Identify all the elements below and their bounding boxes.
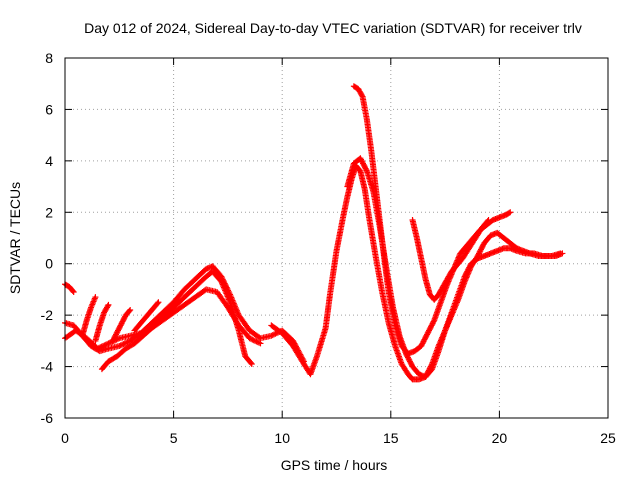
data-point (114, 335, 121, 342)
data-point (102, 341, 109, 348)
series-track-i (268, 163, 566, 383)
data-point (95, 344, 102, 351)
data-point (97, 344, 104, 351)
chart-title: Day 012 of 2024, Sidereal Day-to-day VTE… (84, 20, 582, 36)
data-point (105, 340, 112, 347)
data-point (92, 294, 99, 301)
series-track-f (92, 301, 112, 344)
data-point (506, 209, 513, 216)
data-point (247, 359, 254, 366)
data-point (257, 340, 264, 347)
data-point (358, 92, 365, 99)
series-track-h (131, 299, 162, 334)
y-tick-label: 8 (45, 50, 53, 66)
plot-area (62, 83, 566, 383)
data-point (127, 307, 134, 313)
series-track-c (98, 268, 255, 373)
data-point (155, 299, 162, 306)
y-tick-label: -4 (41, 359, 54, 375)
data-point (98, 343, 105, 350)
data-point (117, 342, 124, 349)
data-point (105, 301, 112, 308)
x-tick-label: 0 (61, 430, 69, 446)
data-point (69, 287, 76, 294)
data-point (104, 341, 111, 348)
y-tick-label: -6 (41, 410, 54, 426)
data-point (484, 218, 491, 225)
data-point (252, 337, 259, 344)
data-point (250, 337, 257, 344)
plot-frame (64, 57, 609, 419)
data-point (507, 209, 514, 216)
data-point (254, 339, 261, 346)
x-tick-label: 5 (170, 430, 178, 446)
y-tick-label: 6 (45, 101, 53, 117)
data-point (256, 339, 263, 346)
data-point (430, 318, 437, 325)
x-axis-label: GPS time / hours (281, 457, 388, 473)
x-tick-label: 15 (383, 430, 399, 446)
series-track-g (109, 307, 134, 344)
y-tick-labels: -6 -4 -2 0 2 4 6 8 (41, 50, 54, 426)
data-point (246, 335, 253, 342)
data-point (247, 335, 254, 342)
grid (65, 58, 608, 418)
data-point (70, 289, 77, 295)
x-tick-label: 10 (274, 430, 290, 446)
data-point (272, 330, 279, 337)
data-point (94, 345, 101, 352)
y-tick-label: -2 (41, 307, 54, 323)
data-point (123, 339, 130, 346)
data-point (100, 343, 107, 349)
y-axis-label: SDTVAR / TECUs (7, 182, 23, 294)
x-tick-labels: 0 5 10 15 20 25 (61, 430, 616, 446)
data-point (271, 331, 278, 338)
data-point (249, 336, 256, 343)
data-point (104, 303, 111, 310)
data-point (120, 341, 127, 348)
series-track-l (409, 217, 492, 303)
data-point (101, 342, 108, 349)
data-point (126, 308, 133, 315)
series-track-e (79, 294, 99, 339)
data-point (248, 361, 255, 367)
series-track-d (62, 281, 77, 295)
data-point (124, 339, 131, 346)
data-point (363, 166, 370, 173)
x-tick-label: 20 (492, 430, 508, 446)
y-tick-label: 4 (45, 153, 53, 169)
y-tick-label: 0 (45, 256, 53, 272)
data-point (485, 217, 492, 223)
data-point (557, 250, 564, 257)
y-tick-label: 2 (45, 204, 53, 220)
data-point (268, 332, 275, 339)
x-tick-label: 25 (600, 430, 616, 446)
data-point (116, 343, 123, 349)
data-point (253, 338, 260, 345)
data-point (119, 341, 126, 348)
data-point (154, 300, 161, 307)
data-point (269, 332, 276, 339)
axis-ticks (64, 57, 609, 419)
data-point (121, 340, 128, 347)
